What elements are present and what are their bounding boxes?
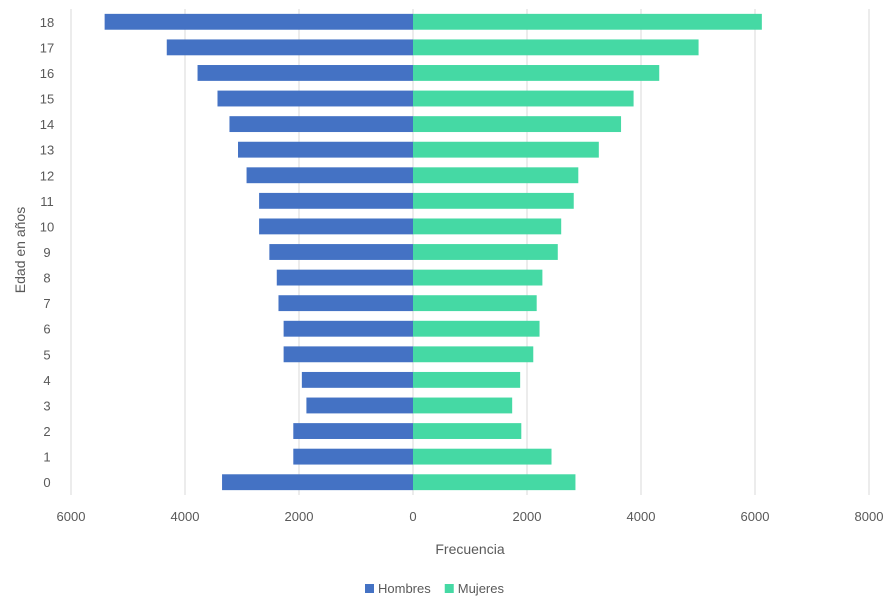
y-tick-label: 3 [43, 398, 50, 413]
legend-swatch-mujeres [444, 584, 454, 593]
legend-swatch-hombres [365, 584, 374, 593]
bar-hombres-18 [104, 13, 413, 30]
bar-hombres-12 [246, 167, 413, 184]
y-tick-label: 9 [43, 245, 50, 260]
bar-mujeres-16 [413, 65, 660, 81]
bar-mujeres-4 [413, 371, 521, 388]
bar-mujeres-6 [413, 320, 540, 337]
bar-hombres-5 [283, 346, 413, 363]
bar-hombres-3 [306, 397, 413, 414]
bar-mujeres-10 [413, 218, 562, 235]
bar-hombres-14 [229, 116, 413, 133]
y-tick-label: 2 [43, 424, 50, 439]
bar-mujeres-9 [413, 244, 558, 260]
y-tick-label: 16 [40, 66, 54, 81]
bar-hombres-17 [166, 39, 413, 56]
y-tick-label: 13 [40, 143, 54, 158]
legend-label-mujeres: Mujeres [458, 581, 505, 596]
bars [104, 13, 762, 491]
bar-mujeres-15 [413, 90, 634, 107]
bar-hombres-8 [276, 269, 413, 286]
y-tick-label: 0 [43, 475, 50, 490]
x-tick-labels: 6000 4000 2000 0 2000 4000 6000 8000 [57, 509, 884, 524]
y-tick-label: 1 [43, 450, 50, 465]
x-tick-label: 0 [409, 509, 416, 524]
bar-mujeres-17 [413, 39, 699, 56]
bar-mujeres-8 [413, 269, 543, 286]
x-tick-label: 6000 [57, 509, 86, 524]
y-tick-label: 11 [40, 194, 54, 209]
bar-mujeres-2 [413, 423, 522, 439]
bar-mujeres-3 [413, 397, 513, 414]
bar-hombres-0 [222, 474, 413, 491]
bar-mujeres-13 [413, 141, 599, 158]
bar-mujeres-18 [413, 13, 762, 30]
bar-mujeres-12 [413, 167, 579, 184]
bar-hombres-7 [278, 295, 413, 312]
bar-hombres-2 [293, 423, 413, 439]
bar-mujeres-7 [413, 295, 537, 312]
bar-hombres-10 [259, 218, 413, 235]
bar-hombres-9 [269, 244, 413, 260]
bar-mujeres-1 [413, 448, 552, 465]
y-tick-label: 12 [40, 168, 54, 183]
x-tick-label: 6000 [741, 509, 770, 524]
bar-mujeres-14 [413, 116, 622, 133]
bar-hombres-13 [238, 141, 413, 158]
y-tick-label: 6 [43, 322, 50, 337]
x-tick-label: 2000 [513, 509, 542, 524]
y-tick-label: 15 [40, 92, 54, 107]
y-tick-label: 4 [43, 373, 50, 388]
bar-mujeres-11 [413, 192, 574, 209]
x-tick-label: 8000 [855, 509, 884, 524]
x-axis-title: Frecuencia [435, 541, 504, 557]
y-tick-label: 5 [43, 347, 50, 362]
y-tick-label: 7 [43, 296, 50, 311]
y-tick-label: 10 [40, 219, 54, 234]
y-axis-title: Edad en años [12, 207, 28, 293]
y-tick-label: 14 [40, 117, 54, 132]
x-tick-label: 4000 [627, 509, 656, 524]
legend: Hombres Mujeres [365, 581, 504, 596]
x-tick-label: 4000 [171, 509, 200, 524]
bar-mujeres-0 [413, 474, 576, 491]
y-tick-label: 17 [40, 40, 54, 55]
bar-hombres-11 [259, 192, 413, 209]
bar-hombres-6 [283, 320, 413, 337]
x-tick-label: 2000 [285, 509, 314, 524]
bar-hombres-1 [293, 448, 413, 465]
bar-hombres-15 [217, 90, 413, 107]
bar-hombres-16 [197, 65, 413, 81]
y-tick-label: 18 [40, 15, 54, 30]
legend-label-hombres: Hombres [378, 581, 431, 596]
bar-hombres-4 [301, 371, 413, 388]
bar-mujeres-5 [413, 346, 534, 363]
y-tick-label: 8 [43, 271, 50, 286]
